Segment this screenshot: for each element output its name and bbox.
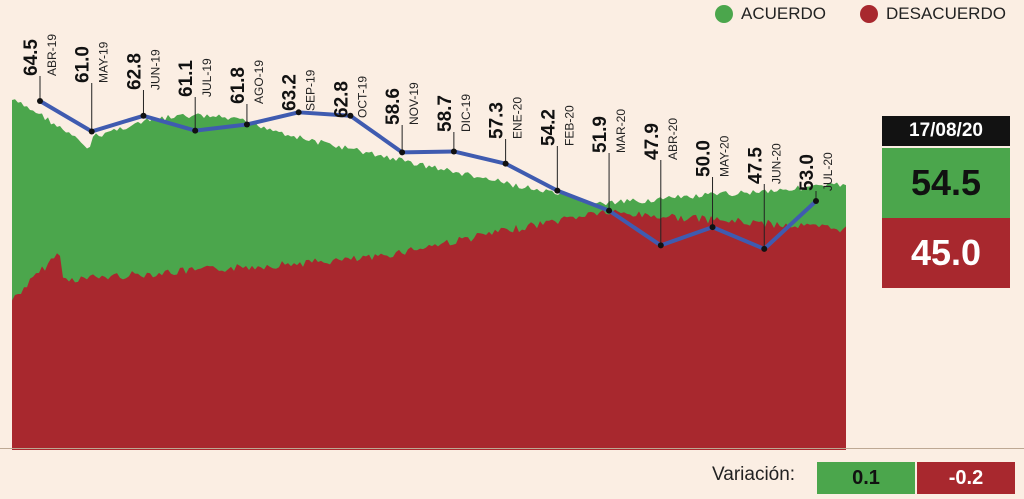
- month-label: JUL-20: [821, 152, 835, 191]
- month-label: MAR-20: [614, 109, 628, 153]
- label-leader-lines: [39, 76, 817, 249]
- legend-agree: ACUERDO: [715, 4, 826, 24]
- value-label: 47.5: [745, 147, 766, 184]
- data-point: [502, 160, 509, 167]
- month-label: NOV-19: [407, 82, 421, 125]
- data-point: [140, 112, 147, 119]
- data-point: [347, 112, 354, 119]
- month-label: JUN-20: [769, 143, 783, 184]
- disagree-dot: [860, 5, 878, 23]
- data-point: [813, 198, 819, 205]
- value-label: 61.8: [228, 67, 249, 104]
- data-point: [88, 128, 95, 135]
- value-label: 64.5: [21, 39, 42, 76]
- data-point: [192, 127, 199, 134]
- variation-label: Variación:: [712, 464, 796, 485]
- data-points: [37, 98, 819, 252]
- value-label: 61.0: [73, 46, 94, 83]
- value-label: 47.9: [642, 123, 663, 160]
- legend-agree-label: ACUERDO: [741, 4, 827, 23]
- month-label: AGO-19: [252, 60, 266, 104]
- month-label: FEB-20: [562, 105, 576, 146]
- value-label: 61.1: [176, 60, 197, 97]
- legend-disagree: DESACUERDO: [860, 4, 1006, 24]
- month-label: JUL-19: [200, 58, 214, 97]
- month-label: ABR-19: [45, 34, 59, 76]
- value-label: 50.0: [694, 140, 715, 177]
- value-label: 54.2: [538, 109, 559, 146]
- data-point: [657, 242, 664, 249]
- latest-date: 17/08/20: [882, 116, 1010, 146]
- value-label: 62.8: [124, 53, 145, 90]
- data-point: [295, 109, 302, 116]
- variation-agree: 0.1: [817, 462, 915, 494]
- value-label: 58.6: [383, 88, 404, 125]
- value-label: 51.9: [590, 116, 611, 153]
- footer-divider: [0, 448, 1024, 449]
- data-point: [37, 98, 43, 104]
- month-label: MAY-19: [97, 41, 111, 83]
- data-point: [606, 207, 613, 214]
- data-point: [399, 149, 406, 156]
- month-label: DIC-19: [459, 94, 473, 132]
- value-label: 53.0: [797, 154, 818, 191]
- data-point: [243, 121, 250, 128]
- month-label: OCT-19: [355, 76, 369, 118]
- month-label: SEP-19: [304, 69, 318, 111]
- agree-dot: [715, 5, 733, 23]
- latest-disagree-value: 45.0: [882, 218, 1010, 288]
- data-point: [761, 245, 768, 252]
- data-point: [554, 187, 561, 194]
- approval-chart: 64.5 ABR-19 61.0 MAY-19 62.8 JUN-19 61.1 JUL-19…: [12, 34, 846, 450]
- month-label: ENE-20: [511, 97, 525, 139]
- month-label: ABR-20: [666, 118, 680, 160]
- disagree-area: [12, 209, 846, 450]
- month-label: JUN-19: [148, 49, 162, 90]
- value-label: 62.8: [331, 81, 352, 118]
- value-label: 58.7: [435, 95, 456, 132]
- month-label: MAY-20: [718, 135, 732, 177]
- data-labels: 64.5 ABR-19 61.0 MAY-19 62.8 JUN-19 61.1 JUL-19…: [21, 34, 835, 191]
- value-label: 63.2: [280, 74, 301, 111]
- latest-agree-value: 54.5: [882, 148, 1010, 218]
- value-label: 57.3: [487, 102, 508, 139]
- data-point: [709, 224, 716, 231]
- legend-disagree-label: DESACUERDO: [886, 4, 1006, 23]
- approval-line: [38, 99, 818, 251]
- variation-disagree: -0.2: [917, 462, 1015, 494]
- data-point: [450, 148, 457, 155]
